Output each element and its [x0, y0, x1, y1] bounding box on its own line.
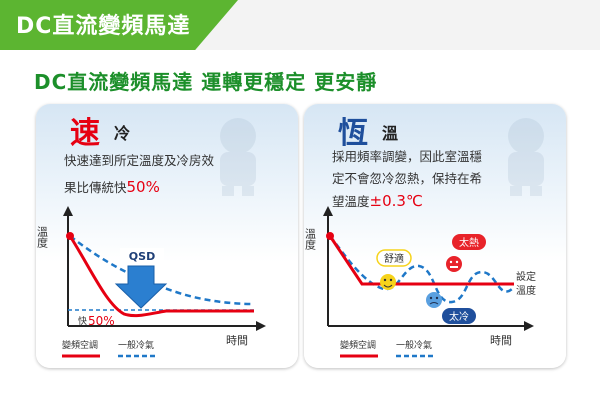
- panel-title: 恆: [338, 116, 368, 151]
- setpoint-label-line1: 設定: [516, 270, 536, 283]
- qsd-badge-bg: [120, 248, 164, 264]
- constant-temperature-panel: 恆 溫 採用頻率調變，因此室溫穩 定不會忽冷忽熱，保持在希 望溫度±0.3℃ 溫…: [304, 104, 566, 368]
- panel-title-sub: 溫: [382, 124, 399, 143]
- panel-description: 快速達到所定溫度及冷房效 果比傳統快50%: [64, 148, 214, 201]
- description-line: 果比傳統快50%: [64, 174, 214, 201]
- constant-temperature-chart: 溫度 設定 溫度 舒適 太熱 太冷 時間 變頻空調 一般冷氣: [304, 206, 536, 358]
- setpoint-label-line2: 溫度: [516, 284, 536, 297]
- y-axis-arrow: [323, 206, 333, 216]
- qsd-badge: QSD: [129, 250, 155, 263]
- description-text: 望溫度: [332, 194, 370, 209]
- qsd-arrow-icon: [114, 265, 168, 309]
- mascot-watermark-icon: [220, 118, 256, 196]
- start-point: [326, 232, 334, 240]
- x-axis-arrow: [524, 321, 534, 331]
- legend-inverter-label: 變頻空調: [340, 339, 376, 351]
- description-line: 快速達到所定溫度及冷房效: [64, 153, 215, 168]
- description-line: 定不會忽冷忽熱，保持在希: [332, 171, 483, 186]
- x-axis-label: 時間: [226, 334, 248, 347]
- start-point: [66, 232, 74, 240]
- inverter-curve: [68, 235, 254, 318]
- fast-prefix: 快: [78, 315, 87, 327]
- description-text: 果比傳統快: [64, 180, 127, 195]
- legend-normal-label: 一般冷氣: [396, 339, 432, 351]
- mascot-watermark-icon: [508, 118, 544, 196]
- cold-bubble: [442, 308, 476, 324]
- panel-title-sub: 冷: [114, 124, 131, 143]
- description-line: 望溫度±0.3℃: [332, 190, 482, 213]
- happy-face-icon: [380, 274, 396, 290]
- y-axis-arrow: [63, 206, 73, 216]
- legend-inverter-label: 變頻空調: [62, 339, 98, 351]
- cold-bubble-text: 太冷: [449, 310, 469, 323]
- header-tab: [0, 0, 238, 50]
- panel-description: 採用頻率調變，因此室溫穩 定不會忽冷忽熱，保持在希 望溫度±0.3℃: [332, 146, 482, 213]
- hot-face-icon: [446, 256, 462, 272]
- hot-bubble-text: 太熱: [459, 236, 479, 249]
- comfortable-bubble-text: 舒適: [384, 252, 404, 265]
- fast-cooling-panel: 速 冷 快速達到所定溫度及冷房效 果比傳統快50% 溫度 QSD 快 50% 時…: [36, 104, 298, 368]
- panel-title: 速: [70, 116, 100, 151]
- comfortable-bubble: [376, 249, 412, 267]
- page-title: DC直流變頻馬達: [16, 14, 191, 39]
- legend-normal-label: 一般冷氣: [118, 339, 154, 351]
- highlight-percent: 50%: [126, 178, 160, 196]
- inverter-curve: [328, 235, 514, 286]
- y-axis-label: 溫度: [36, 225, 49, 249]
- normal-curve: [69, 235, 255, 306]
- highlight-tolerance: ±0.3℃: [369, 192, 423, 210]
- x-axis-arrow: [256, 321, 266, 331]
- page-subtitle: DC直流變頻馬達 運轉更穩定 更安靜: [34, 70, 378, 94]
- y-axis-label: 溫度: [304, 227, 317, 251]
- hot-bubble: [452, 234, 486, 250]
- header-bar: DC直流變頻馬達: [0, 0, 600, 50]
- cold-face-icon: [426, 292, 442, 308]
- description-line: 採用頻率調變，因此室溫穩: [332, 149, 483, 164]
- fast-cooling-chart: 溫度 QSD 快 50% 時間 變頻空調 一般冷氣: [36, 206, 266, 358]
- x-axis-label: 時間: [490, 334, 512, 347]
- fast-value: 50%: [88, 314, 115, 328]
